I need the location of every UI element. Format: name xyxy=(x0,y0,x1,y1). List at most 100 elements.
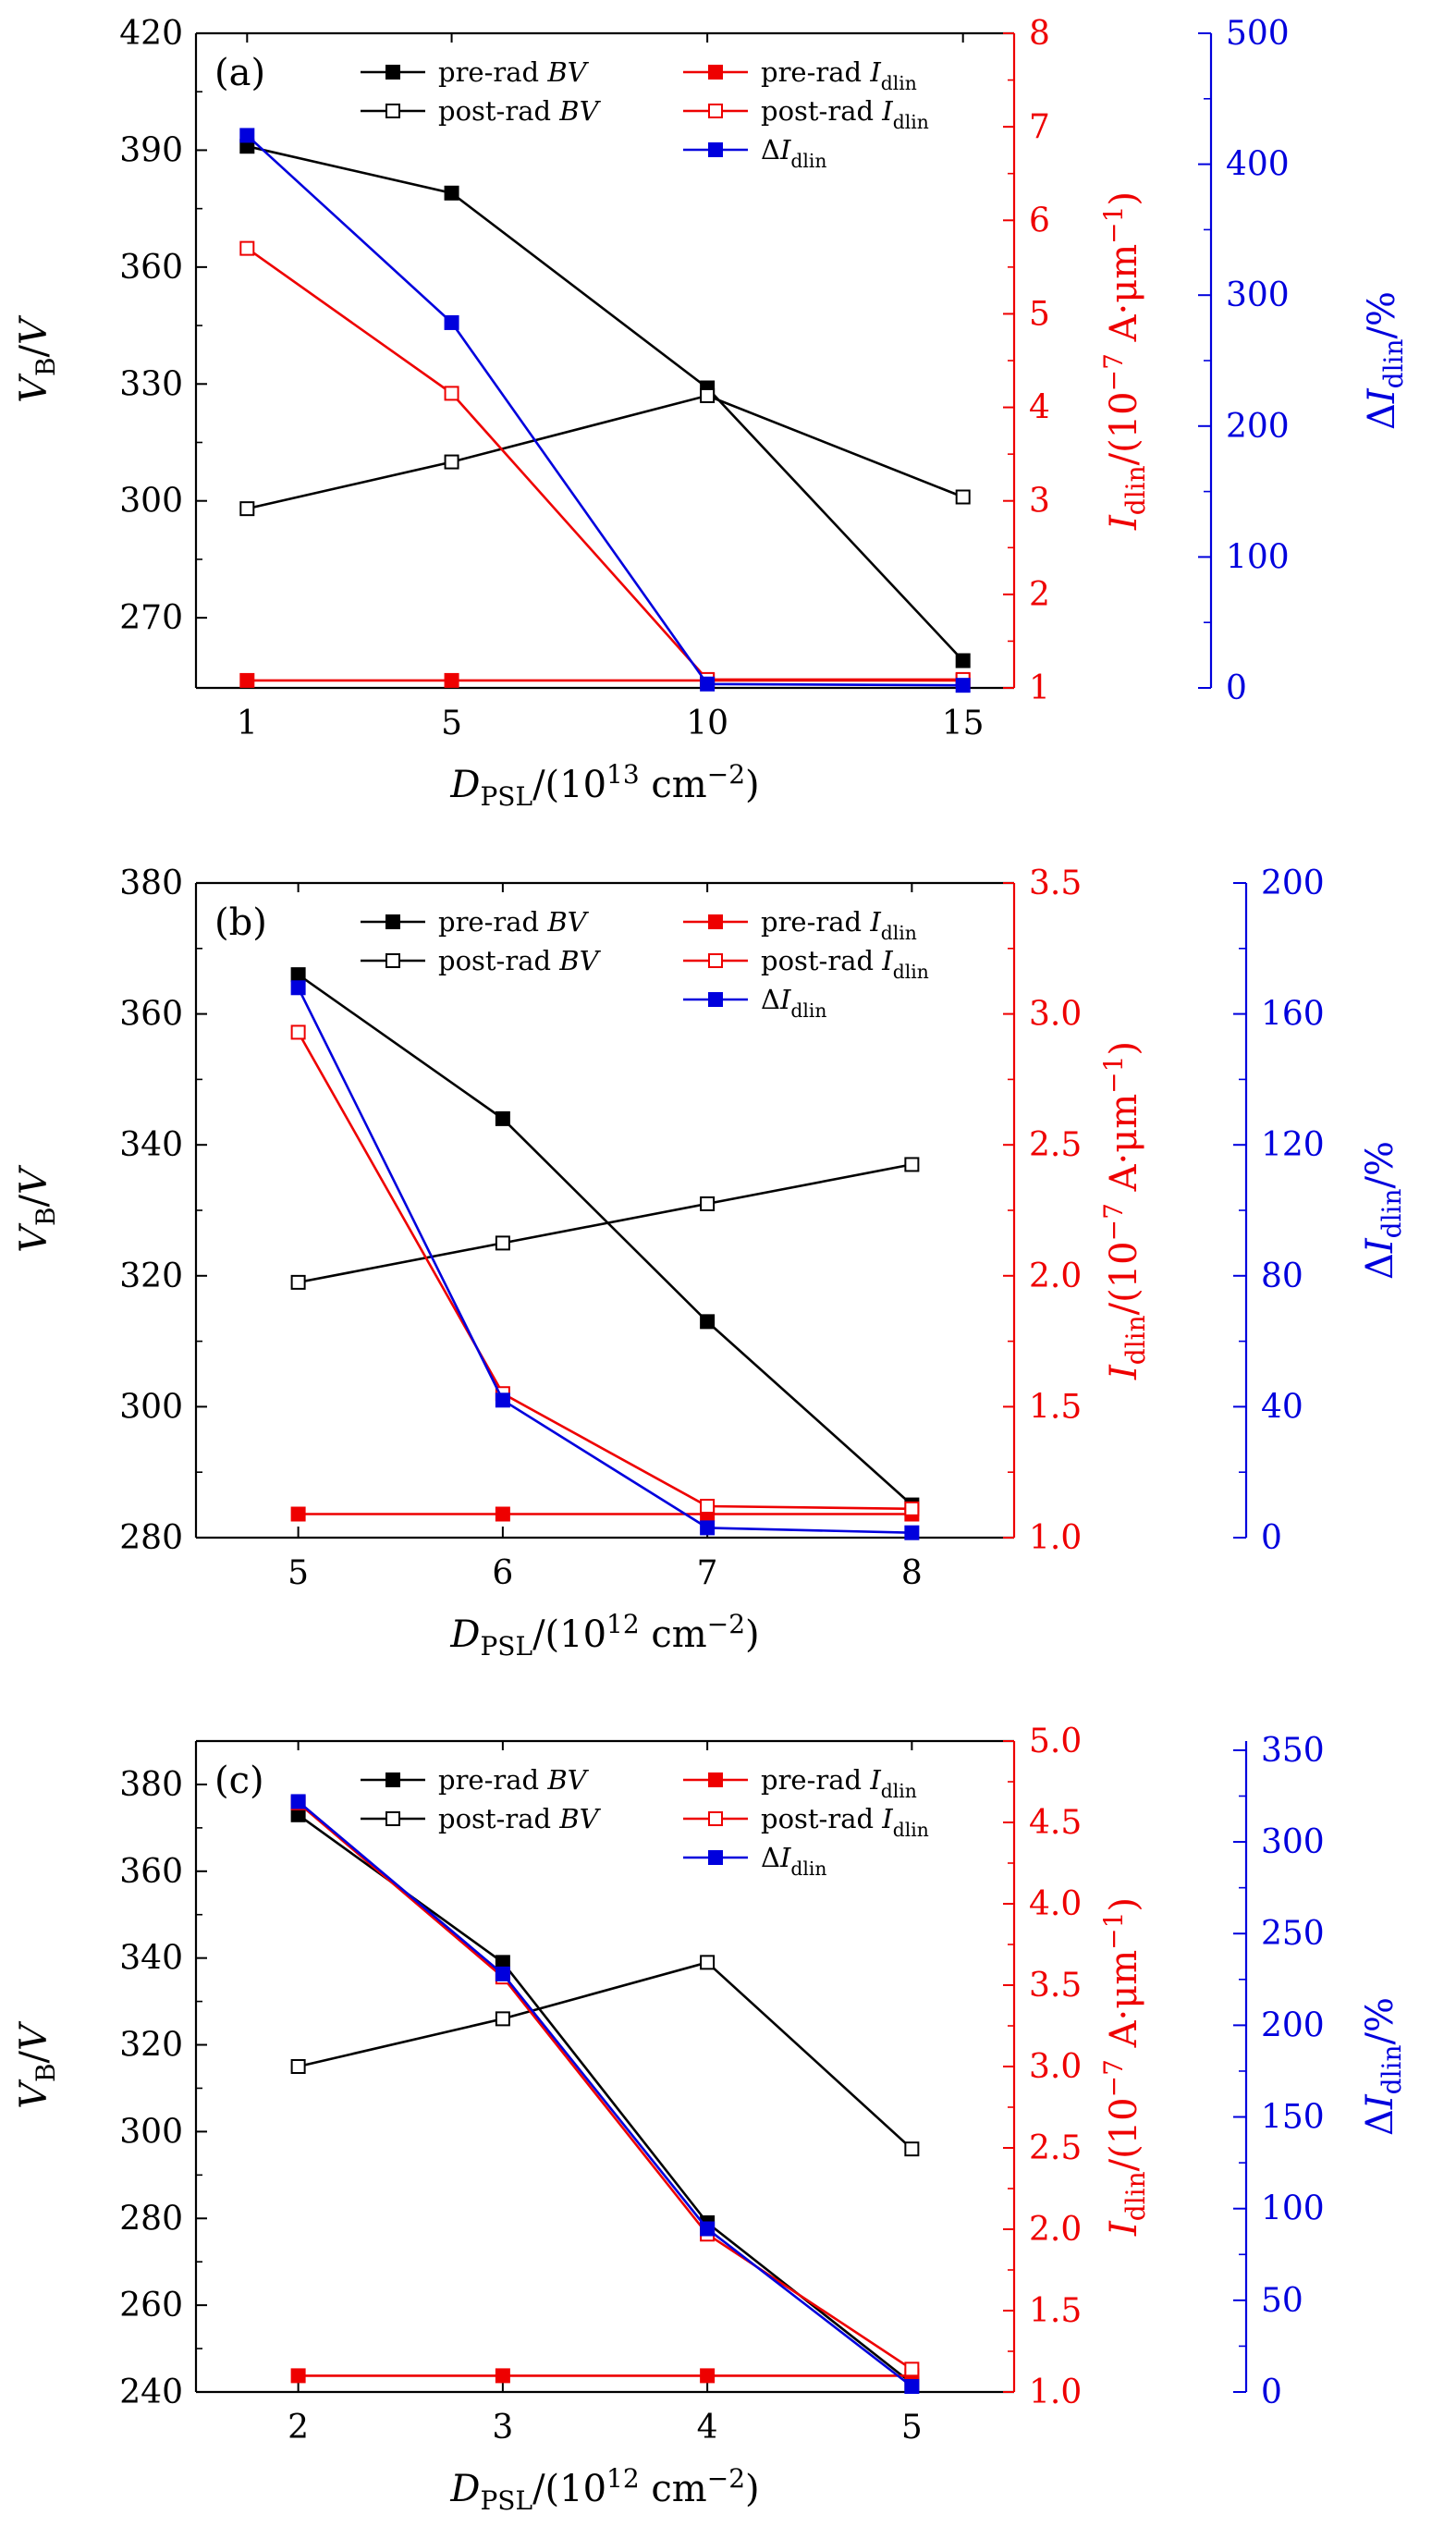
left-tick-label: 340 xyxy=(119,1126,183,1164)
panel-tag: (c) xyxy=(214,1760,264,1802)
right-red-tick-label: 3 xyxy=(1029,483,1050,521)
data-point-pre-rad-i-dlin xyxy=(495,1506,510,1522)
right-red-tick-label: 3.0 xyxy=(1029,2048,1082,2086)
data-point-i-dlin xyxy=(290,1794,306,1809)
right-red-tick-label: 1.5 xyxy=(1029,2292,1082,2330)
data-point-post-rad-bv xyxy=(290,1274,306,1290)
right-blue-tick-label: 400 xyxy=(1226,146,1290,184)
data-point-post-rad-i-dlin xyxy=(444,386,459,401)
legend-marker xyxy=(708,1811,723,1826)
legend-marker xyxy=(385,104,400,118)
right-red-tick-label: 1 xyxy=(1029,669,1050,707)
left-tick-label: 360 xyxy=(119,1853,183,1891)
legend-label: pre-rad BV xyxy=(438,906,590,938)
series-line-post-rad-bv xyxy=(298,1163,912,1284)
right-red-tick-label: 2.0 xyxy=(1029,1257,1082,1295)
panel-tag: (a) xyxy=(214,52,265,94)
right-blue-tick-label: 200 xyxy=(1226,408,1290,446)
legend-label: post-rad BV xyxy=(438,945,602,976)
data-point-post-rad-bv xyxy=(444,454,459,470)
left-tick-label: 270 xyxy=(119,599,183,637)
bottom-tick-label: 6 xyxy=(492,1554,513,1592)
right-red-tick-label: 3.0 xyxy=(1029,996,1082,1034)
right-blue-y-axis-label: ΔIdlin/% xyxy=(1359,1997,1407,2136)
data-point-post-rad-i-dlin xyxy=(904,1501,920,1516)
legend-label: pre-rad Idlin​ xyxy=(761,906,917,944)
left-tick-label: 390 xyxy=(119,131,183,169)
right-blue-tick-label: 0 xyxy=(1261,1519,1282,1557)
data-point-post-rad-bv xyxy=(239,501,255,517)
data-point-post-rad-i-dlin xyxy=(290,1024,306,1040)
data-point-post-rad-bv xyxy=(700,1196,716,1211)
bottom-tick-label: 2 xyxy=(288,2409,309,2447)
panel-tag: (b) xyxy=(214,902,267,944)
data-point-post-rad-i-dlin xyxy=(700,1499,716,1515)
right-blue-tick-label: 40 xyxy=(1261,1388,1303,1426)
legend-marker xyxy=(708,992,723,1007)
right-red-tick-label: 1.5 xyxy=(1029,1388,1082,1426)
data-point-i-dlin xyxy=(904,1525,920,1540)
left-tick-label: 360 xyxy=(119,996,183,1034)
legend-label: post-rad Idlin​ xyxy=(761,945,929,983)
data-point-pre-rad-bv xyxy=(495,1110,510,1126)
data-point-post-rad-bv xyxy=(955,489,971,505)
left-y-axis-label: VB/V xyxy=(13,314,61,403)
right-blue-tick-label: 100 xyxy=(1261,2190,1325,2228)
right-red-tick-label: 2.5 xyxy=(1029,2129,1082,2167)
data-point-post-rad-bv xyxy=(904,2141,920,2157)
legend-marker xyxy=(708,104,723,118)
right-blue-tick-label: 80 xyxy=(1261,1257,1303,1295)
data-point-pre-rad-bv xyxy=(290,967,306,983)
bottom-tick-label: 5 xyxy=(901,2409,923,2447)
data-point-post-rad-i-dlin xyxy=(239,240,255,256)
right-blue-tick-label: 0 xyxy=(1261,2373,1282,2411)
legend-marker xyxy=(708,914,723,929)
bottom-tick-label: 15 xyxy=(942,705,985,742)
bottom-tick-label: 5 xyxy=(441,705,462,742)
right-red-y-axis-label: Idlin/(10−7 A·μm−1) xyxy=(1098,191,1151,531)
data-point-i-dlin xyxy=(700,676,716,692)
legend-label: pre-rad Idlin​ xyxy=(761,56,917,94)
data-point-post-rad-bv xyxy=(700,1955,716,1970)
right-red-tick-label: 3.5 xyxy=(1029,865,1082,902)
bottom-tick-label: 4 xyxy=(697,2409,718,2447)
chart-panel-2: 280 300 320 340 360 380 5 6 7 8 1.0 1.5 2.0 2.5 3.0 3.5… xyxy=(13,865,1407,1662)
left-tick-label: 340 xyxy=(119,1940,183,1978)
right-red-tick-label: 7 xyxy=(1029,108,1050,146)
data-point-i-dlin xyxy=(444,314,459,330)
data-point-i-dlin xyxy=(495,1966,510,1981)
right-blue-tick-label: 50 xyxy=(1261,2282,1303,2320)
right-red-tick-label: 2.0 xyxy=(1029,2211,1082,2249)
data-point-pre-rad-bv xyxy=(444,185,459,201)
data-point-pre-rad-i-dlin xyxy=(495,2368,510,2384)
legend-label: pre-rad BV xyxy=(438,1764,590,1796)
series-line-i-dlin xyxy=(297,1800,913,2388)
left-y-axis-label: VB/V xyxy=(13,2020,61,2109)
left-y-axis-label: VB/V xyxy=(13,1164,61,1253)
right-blue-tick-label: 100 xyxy=(1226,538,1290,576)
legend-label: post-rad BV xyxy=(438,95,602,127)
right-red-y-axis-label: Idlin/(10−7 A·μm−1) xyxy=(1098,1897,1151,2237)
right-blue-tick-label: 160 xyxy=(1261,996,1325,1034)
data-point-pre-rad-i-dlin xyxy=(444,672,459,688)
right-blue-tick-label: 350 xyxy=(1261,1732,1325,1770)
right-blue-tick-label: 0 xyxy=(1226,669,1247,707)
legend-label: pre-rad BV xyxy=(438,56,590,88)
legend-label: post-rad Idlin​ xyxy=(761,95,929,133)
legend-marker xyxy=(708,142,723,157)
series-line-pre-rad-bv xyxy=(297,974,913,1506)
data-point-pre-rad-i-dlin xyxy=(290,2368,306,2384)
left-tick-label: 320 xyxy=(119,2027,183,2065)
left-tick-label: 300 xyxy=(119,1388,183,1426)
chart-panel-3: 240 260 280 300 320 340 360 380 2 3 4 5 1.0 1.5 2.0 2.5… xyxy=(13,1723,1407,2516)
data-point-post-rad-bv xyxy=(495,2011,510,2027)
left-tick-label: 330 xyxy=(119,365,183,403)
data-point-pre-rad-bv xyxy=(955,653,971,668)
bottom-tick-label: 5 xyxy=(288,1554,309,1592)
data-point-pre-rad-bv xyxy=(700,1314,716,1330)
data-point-post-rad-bv xyxy=(700,387,716,403)
legend-label: ΔIdlin​ xyxy=(761,984,826,1022)
legend-marker xyxy=(708,65,723,80)
bottom-tick-label: 3 xyxy=(492,2409,513,2447)
